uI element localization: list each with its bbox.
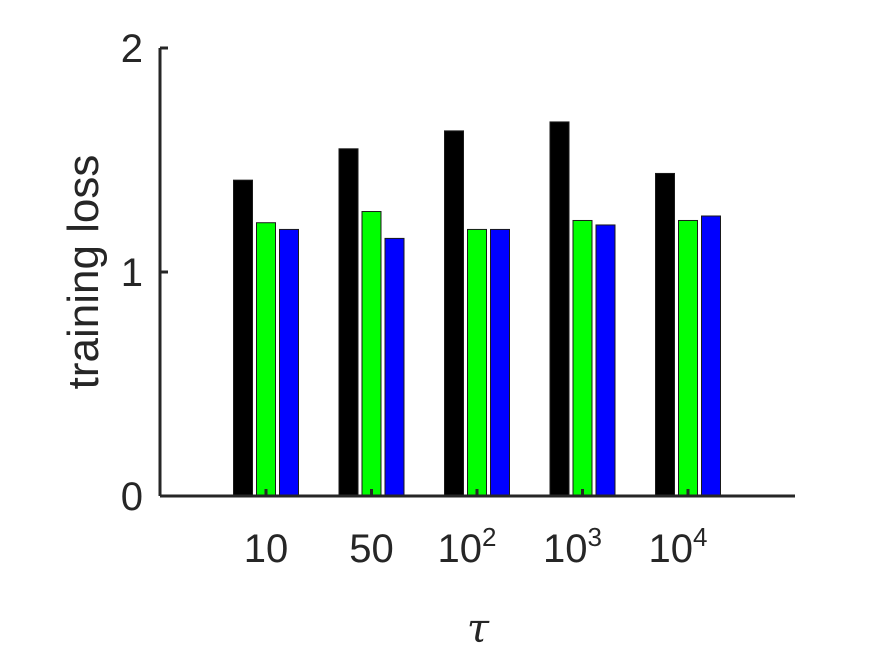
x-axis-label: τ xyxy=(467,606,490,652)
x-tick-label-1: 50 xyxy=(349,527,394,571)
bar-0-2 xyxy=(279,228,299,497)
bar-4-1 xyxy=(678,219,698,497)
bar-2-1 xyxy=(467,228,487,497)
x-tick-label-3: 103 xyxy=(543,522,602,571)
bar-0-1 xyxy=(256,222,276,497)
bar-3-2 xyxy=(595,224,616,497)
bar-1-2 xyxy=(384,237,405,497)
bar-0-0 xyxy=(233,179,253,497)
x-tick-label-4: 104 xyxy=(649,522,708,571)
bar-1-0 xyxy=(338,148,359,497)
x-ticks-group: 10 50 102 103 104 xyxy=(244,489,708,571)
bar-2-2 xyxy=(490,228,510,497)
bars-group xyxy=(233,121,721,497)
y-tick-label-1: 1 xyxy=(121,251,143,295)
y-tick-label-2: 2 xyxy=(121,27,143,71)
x-tick-label-0: 10 xyxy=(244,527,289,571)
bar-2-0 xyxy=(444,130,464,497)
x-tick-label-2: 102 xyxy=(438,522,497,571)
bar-3-1 xyxy=(572,219,593,497)
bar-4-0 xyxy=(655,172,675,497)
y-axis-label: training loss xyxy=(59,155,108,390)
y-tick-label-0: 0 xyxy=(121,475,143,519)
y-ticks-group: 0 1 2 xyxy=(121,27,168,519)
bar-1-1 xyxy=(361,211,382,497)
bar-3-0 xyxy=(549,121,570,497)
bar-4-2 xyxy=(701,215,721,497)
